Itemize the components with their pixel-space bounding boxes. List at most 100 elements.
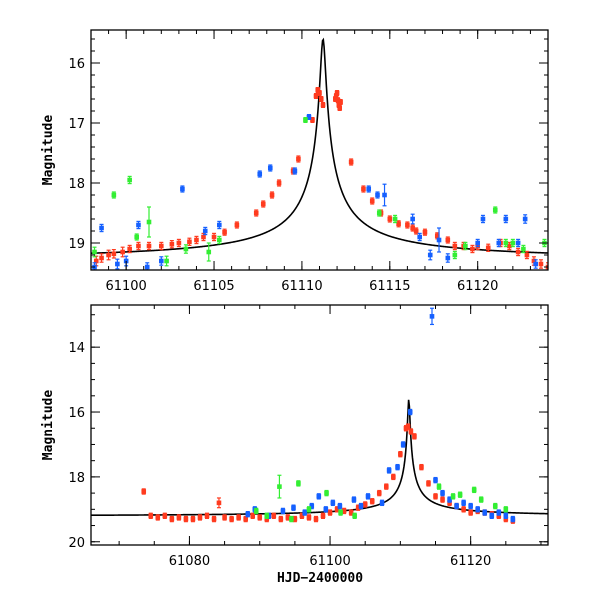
top-blue-point [382, 192, 387, 198]
bottom-green-point [471, 487, 477, 493]
top-red-point [515, 249, 521, 255]
bottom-green-point [289, 516, 294, 522]
top-red-point [296, 156, 301, 162]
top-red-point [361, 186, 366, 192]
bottom-blue-point [280, 508, 286, 514]
top-green-point [164, 258, 169, 264]
top-red-point [538, 261, 544, 267]
top-blue-point [503, 216, 509, 222]
top-blue-point [475, 240, 480, 246]
bottom-blue-point [323, 507, 329, 512]
bottom-blue-point [400, 442, 406, 447]
top-red-point [211, 234, 217, 240]
top-green-point [92, 249, 97, 255]
top-plot-frame [90, 29, 549, 271]
bottom-blue-point [503, 513, 509, 519]
bottom-blue-point [489, 513, 495, 519]
top-green-point [217, 237, 222, 243]
bottom-blue-point [461, 500, 466, 506]
bottom-ylabel: Magnitude [41, 390, 56, 461]
top-red-point [348, 159, 354, 165]
bottom-red-point [169, 516, 175, 522]
bottom-red-point [197, 515, 203, 520]
top-red-point [334, 90, 340, 96]
bottom-blue-point [291, 505, 296, 511]
bottom-green-point [492, 503, 498, 509]
bottom-xlabel: HJD−2400000 [277, 571, 363, 586]
bottom-red-point [348, 510, 354, 515]
top-blue-point [515, 240, 521, 246]
top-red-point [146, 243, 152, 249]
bottom-red-point [383, 484, 389, 489]
bottom-green-point [478, 497, 484, 502]
bottom-red-point [243, 516, 248, 522]
top-red-point [136, 243, 141, 249]
top-red-point [338, 99, 343, 105]
top-green-point [111, 192, 117, 198]
bottom-series-blue [245, 307, 516, 523]
top-red-point [201, 234, 206, 240]
bottom-blue-point [447, 497, 452, 502]
bottom-red-point [148, 513, 154, 519]
bottom-green-point [253, 508, 259, 514]
top-green-point [521, 246, 526, 252]
top-red-point [169, 241, 175, 247]
top-blue-point [427, 252, 433, 258]
bottom-red-point [426, 481, 431, 486]
bottom-red-point [496, 513, 502, 519]
bottom-red-point [190, 516, 196, 522]
top-green-point [134, 234, 139, 240]
top-red-point [410, 225, 415, 231]
top-red-point [269, 192, 275, 198]
top-blue-point [445, 255, 451, 261]
top-ytick-label: 17 [68, 117, 85, 132]
bottom-red-point [278, 516, 284, 522]
bottom-blue-point [302, 510, 308, 515]
top-green-point [146, 219, 152, 225]
bottom-green-point [503, 507, 509, 512]
bottom-red-point [433, 494, 438, 499]
bottom-blue-point [510, 516, 516, 522]
bottom-xtick-label: 61100 [309, 554, 350, 569]
bottom-blue-point [309, 503, 315, 509]
top-red-point [253, 210, 259, 216]
bottom-blue-point [316, 494, 322, 499]
top-green-point [183, 246, 189, 252]
top-red-point [93, 258, 99, 264]
bottom-red-point [292, 516, 298, 522]
top-blue-point [257, 171, 263, 177]
bottom-green-point [264, 513, 270, 519]
top-blue-point [144, 264, 150, 270]
bottom-blue-point [351, 497, 357, 502]
top-red-point [120, 249, 125, 255]
bottom-red-point [204, 513, 210, 519]
bottom-red-point [141, 489, 147, 494]
bottom-red-point [355, 505, 361, 511]
bottom-red-point [183, 516, 189, 522]
top-red-point [524, 252, 530, 258]
top-xtick-label: 61105 [193, 279, 234, 294]
top-green-point [303, 117, 308, 123]
bottom-blue-point [454, 503, 459, 509]
top-green-point [376, 210, 382, 216]
top-red-point [470, 246, 475, 252]
top-green-point [503, 240, 509, 246]
bottom-red-point [341, 508, 347, 514]
top-blue-point [217, 222, 222, 228]
bottom-blue-point [407, 409, 413, 415]
bottom-red-point [299, 513, 305, 519]
bottom-red-point [419, 464, 424, 470]
bottom-red-point [327, 510, 333, 515]
top-xtick-label: 61110 [281, 279, 322, 294]
top-model-curve [91, 37, 548, 255]
top-red-point [111, 251, 117, 257]
bottom-ytick-label: 14 [68, 341, 85, 356]
top-red-point [413, 228, 419, 234]
top-red-point [531, 258, 537, 264]
top-red-point [337, 105, 343, 111]
top-blue-point [480, 216, 486, 222]
bottom-blue-point [358, 503, 364, 509]
bottom-blue-point [482, 510, 488, 515]
bottom-xtick-label: 61120 [450, 554, 491, 569]
